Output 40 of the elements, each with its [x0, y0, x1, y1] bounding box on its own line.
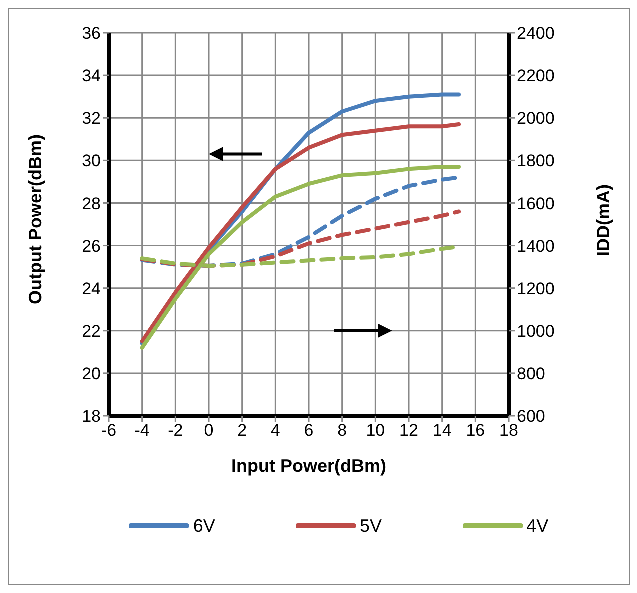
y-tick-label: 18	[82, 407, 101, 426]
x-tick-label: -2	[168, 421, 184, 440]
y2-tick-label: 2200	[517, 66, 555, 86]
x-axis-title: Input Power(dBm)	[232, 456, 386, 476]
x-tick-label: -6	[101, 421, 117, 440]
x-tick-label: 16	[466, 421, 486, 440]
y-tick-label: 22	[82, 322, 101, 341]
y-tick-label: 36	[82, 24, 101, 44]
y-tick-label: 26	[82, 236, 101, 256]
y-tick-label: 28	[82, 194, 101, 214]
y-tick-label: 32	[82, 109, 101, 128]
x-tick-label: 6	[304, 421, 314, 440]
y2-tick-label: 1600	[517, 194, 555, 214]
x-tick-label: 18	[500, 421, 518, 440]
y2-axis-title: IDD(mA)	[593, 184, 614, 256]
x-tick-label: -4	[134, 421, 150, 440]
y2-tick-label: 2400	[517, 24, 555, 44]
y-tick-label: 34	[82, 66, 101, 86]
x-tick-label: 8	[338, 421, 348, 440]
y2-tick-label: 800	[517, 364, 546, 384]
x-tick-label: 12	[400, 421, 418, 440]
y-tick-label: 24	[82, 279, 101, 298]
legend-label: 6V	[193, 516, 216, 536]
y2-tick-label: 1000	[517, 322, 555, 341]
y2-tick-label: 1800	[517, 152, 555, 171]
y-tick-label: 20	[82, 364, 101, 384]
x-tick-label: 4	[270, 421, 280, 440]
y-tick-label: 30	[82, 152, 101, 171]
y2-tick-label: 2000	[517, 109, 555, 128]
y2-tick-label: 1200	[517, 279, 555, 298]
line-series	[140, 165, 461, 350]
x-tick-label: 0	[204, 421, 214, 440]
legend-label: 5V	[360, 516, 382, 536]
x-tick-label: 10	[366, 421, 386, 440]
x-tick-label: 14	[432, 421, 452, 440]
y2-tick-label: 600	[517, 407, 546, 426]
x-tick-label: 2	[238, 421, 248, 440]
y2-tick-label: 1400	[517, 236, 555, 256]
legend-label: 4V	[526, 516, 549, 536]
y-axis-title: Output Power(dBm)	[25, 134, 46, 304]
